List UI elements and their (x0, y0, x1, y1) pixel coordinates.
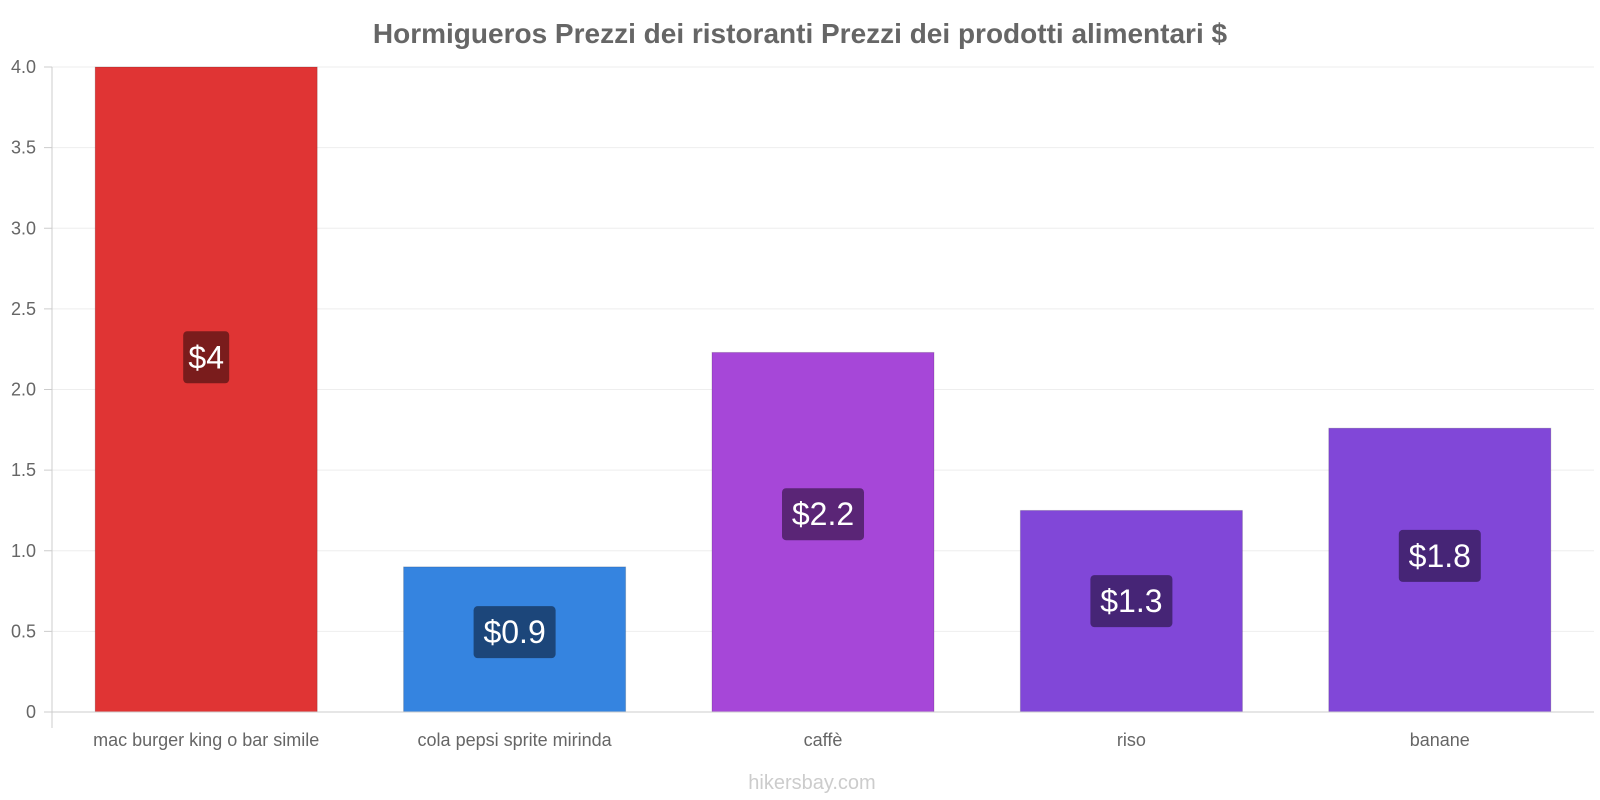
bar (94, 66, 318, 713)
y-tick-label: 0 (26, 702, 36, 722)
y-tick-label: 2.0 (11, 380, 36, 400)
y-tick-label: 1.0 (11, 541, 36, 561)
x-category-label: banane (1410, 730, 1470, 750)
x-axis-categories: mac burger king o bar simile cola pepsi s… (93, 730, 1470, 750)
y-axis-ticks: 0 0.5 1.0 1.5 2.0 2.5 3.0 3.5 4.0 (11, 57, 52, 722)
x-category-label: cola pepsi sprite mirinda (418, 730, 613, 750)
data-label: $4 (188, 339, 224, 375)
y-tick-label: 1.5 (11, 460, 36, 480)
y-tick-label: 0.5 (11, 621, 36, 641)
data-label: $2.2 (792, 496, 854, 532)
y-tick-label: 4.0 (11, 57, 36, 77)
y-tick-label: 2.5 (11, 299, 36, 319)
data-label-box (473, 606, 556, 659)
data-label-box (1398, 529, 1481, 582)
data-label-box (782, 488, 864, 541)
data-label: $1.3 (1100, 583, 1162, 619)
watermark: hikersbay.com (748, 772, 875, 794)
y-tick-label: 3.0 (11, 218, 36, 238)
data-label-box (1090, 575, 1173, 628)
x-category-label: riso (1117, 730, 1146, 750)
y-tick-label: 3.5 (11, 138, 36, 158)
x-category-label: mac burger king o bar simile (93, 730, 319, 750)
data-labels: $4 $0.9 $2.2 $1.3 $1.8 (183, 331, 1481, 659)
data-label-box (183, 331, 230, 384)
chart-title: Hormigueros Prezzi dei ristoranti Prezzi… (373, 18, 1228, 49)
data-label: $1.8 (1409, 538, 1471, 574)
x-category-label: caffè (804, 730, 843, 750)
data-label: $0.9 (483, 614, 545, 650)
